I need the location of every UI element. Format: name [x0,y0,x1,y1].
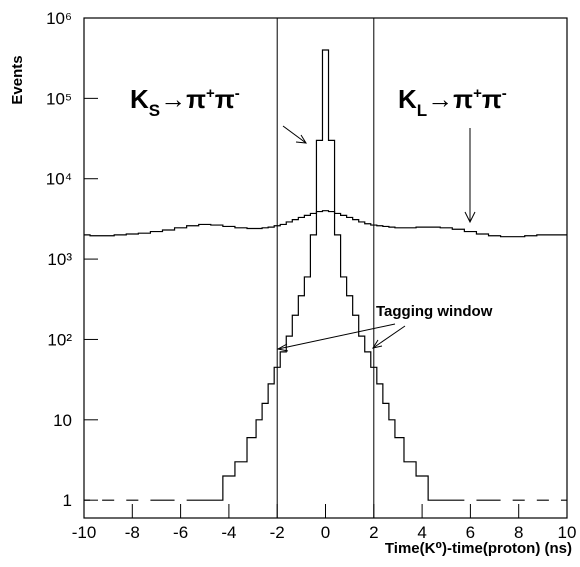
x-tick-label: -2 [270,523,285,542]
annotation-part: π [482,84,502,114]
annotation-part: + [206,85,215,102]
x-tick-label: -8 [125,523,140,542]
annotation-part: - [235,85,240,102]
annotation-part: K [398,84,417,114]
annotation-part: + [473,85,482,102]
y-tick-label: 1 [63,491,72,510]
annotation-part: →π [427,84,473,114]
x-tick-label: -6 [173,523,188,542]
annotation-part: π [215,84,235,114]
x-tick-label: 4 [417,523,426,542]
x-axis-label: Time(K⁰)-time(proton) (ns) [385,540,572,557]
y-tick-label: 10² [47,330,72,349]
annotation-part: - [502,85,507,102]
x-tick-label: 6 [466,523,475,542]
annotation-tagging: Tagging window [376,303,493,320]
series-line [84,210,567,238]
annotation-part: S [149,101,160,120]
y-tick-label: 10⁵ [46,89,72,108]
annotation-kl: KL→π+π- [398,84,507,120]
y-tick-label: 10³ [47,250,72,269]
y-axis-label: Events [9,55,26,104]
series-line [84,49,567,501]
x-tick-label: 2 [369,523,378,542]
annotation-part: K [130,84,149,114]
annotation-ks: KS→π+π- [130,84,240,120]
x-tick-label: -10 [72,523,97,542]
y-tick-label: 10 [53,411,72,430]
y-tick-label: 10⁴ [46,170,72,189]
arrows [276,125,476,352]
x-tick-label: 0 [321,523,330,542]
x-tick-label: 8 [514,523,523,542]
annotation-part: L [417,101,427,120]
x-tick-label: -4 [221,523,236,542]
y-tick-label: 10⁶ [46,9,72,28]
annotation-part: →π [160,84,206,114]
x-tick-label: 10 [558,523,577,542]
